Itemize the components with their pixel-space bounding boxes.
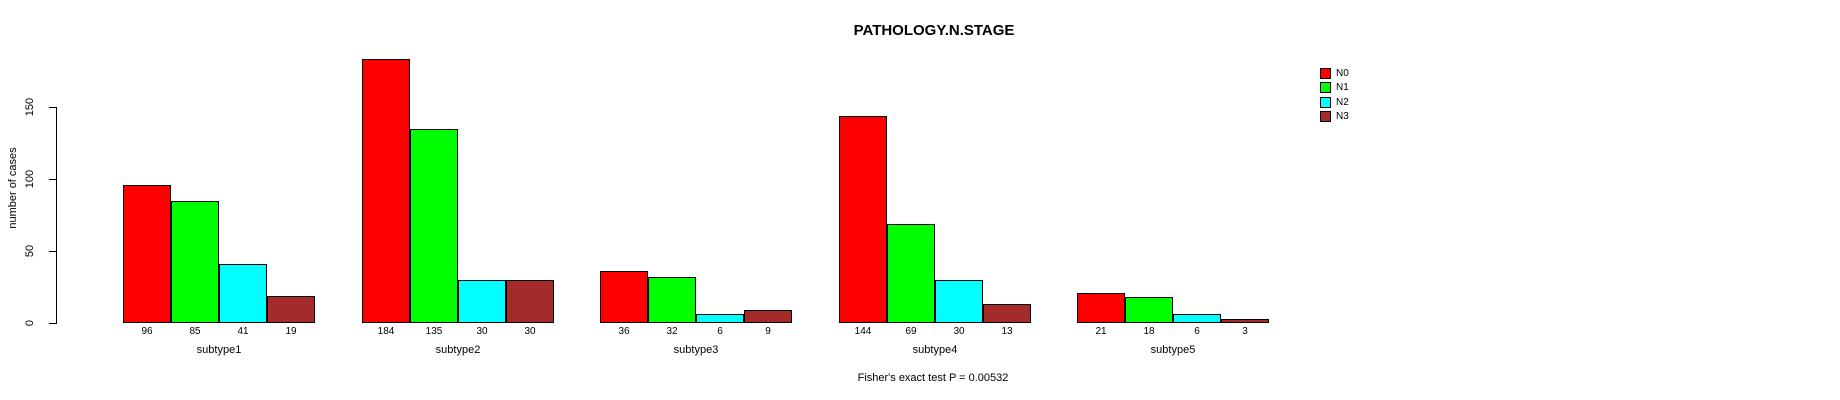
- bar-value-label: 30: [953, 326, 965, 337]
- legend-swatch-N1: [1320, 82, 1331, 94]
- bar-value-label: 85: [189, 326, 201, 337]
- bar-subtype2-N3: [506, 279, 554, 323]
- bar-value-label: 36: [618, 326, 630, 337]
- y-axis-tick-label: 100: [24, 170, 36, 189]
- bar-subtype1-N2: [219, 264, 267, 323]
- bar-value-label: 41: [237, 326, 249, 337]
- bar-value-label: 19: [285, 326, 297, 337]
- bar-value-label: 69: [905, 326, 917, 337]
- bar-value-label: 21: [1095, 326, 1107, 337]
- y-axis-tick: [49, 323, 56, 324]
- y-axis-tick: [49, 179, 56, 181]
- bar-value-label: 6: [1194, 326, 1200, 337]
- fisher-test-annotation: Fisher's exact test P = 0.00532: [857, 372, 1009, 384]
- bar-subtype5-N3: [1221, 318, 1269, 323]
- bar-subtype1-N1: [171, 200, 219, 323]
- y-axis-tick-label: 50: [24, 245, 36, 258]
- category-label-subtype1: subtype1: [196, 344, 242, 356]
- bar-subtype4-N1: [887, 223, 935, 323]
- bar-subtype3-N2: [696, 314, 744, 323]
- legend-label-N2: N2: [1336, 96, 1349, 108]
- legend-swatch-N2: [1320, 96, 1331, 108]
- chart-title: PATHOLOGY.N.STAGE: [853, 22, 1015, 39]
- y-axis-tick: [49, 107, 56, 109]
- bar-subtype1-N0: [123, 185, 171, 323]
- legend-label-N1: N1: [1336, 82, 1349, 94]
- category-label-subtype4: subtype4: [912, 344, 958, 356]
- bar-value-label: 32: [666, 326, 678, 337]
- y-axis-line: [56, 107, 57, 324]
- category-label-subtype2: subtype2: [435, 344, 481, 356]
- bar-subtype1-N3: [267, 295, 315, 323]
- bar-value-label: 30: [476, 326, 488, 337]
- y-axis-tick: [49, 251, 56, 253]
- bar-subtype3-N0: [600, 271, 648, 323]
- bar-value-label: 18: [1143, 326, 1155, 337]
- bar-subtype4-N0: [839, 116, 887, 323]
- category-label-subtype3: subtype3: [673, 344, 719, 356]
- bar-value-label: 135: [425, 326, 443, 337]
- bar-value-label: 144: [854, 326, 872, 337]
- legend-label-N0: N0: [1336, 68, 1349, 79]
- bar-subtype4-N3: [983, 304, 1031, 323]
- bar-value-label: 96: [141, 326, 153, 337]
- bar-subtype2-N2: [458, 279, 506, 323]
- y-axis-tick-label: 0: [24, 319, 36, 327]
- bar-subtype4-N2: [935, 279, 983, 323]
- bar-subtype3-N1: [648, 277, 696, 323]
- legend-label-N3: N3: [1336, 110, 1349, 122]
- bar-subtype2-N0: [362, 58, 410, 323]
- bar-value-label: 30: [524, 326, 536, 337]
- bar-subtype5-N2: [1173, 314, 1221, 323]
- legend-swatch-N0: [1320, 68, 1331, 79]
- bar-subtype5-N1: [1125, 297, 1173, 323]
- bar-subtype5-N0: [1077, 292, 1125, 323]
- bar-subtype2-N1: [410, 128, 458, 323]
- bar-value-label: 3: [1242, 326, 1248, 337]
- bar-value-label: 6: [717, 326, 723, 337]
- legend-swatch-N3: [1320, 110, 1331, 122]
- bar-value-label: 9: [765, 326, 771, 337]
- bar-value-label: 184: [377, 326, 395, 337]
- category-label-subtype5: subtype5: [1150, 344, 1196, 356]
- bar-subtype3-N3: [744, 310, 792, 323]
- y-axis-tick-label: 150: [24, 98, 36, 117]
- bar-value-label: 13: [1001, 326, 1013, 337]
